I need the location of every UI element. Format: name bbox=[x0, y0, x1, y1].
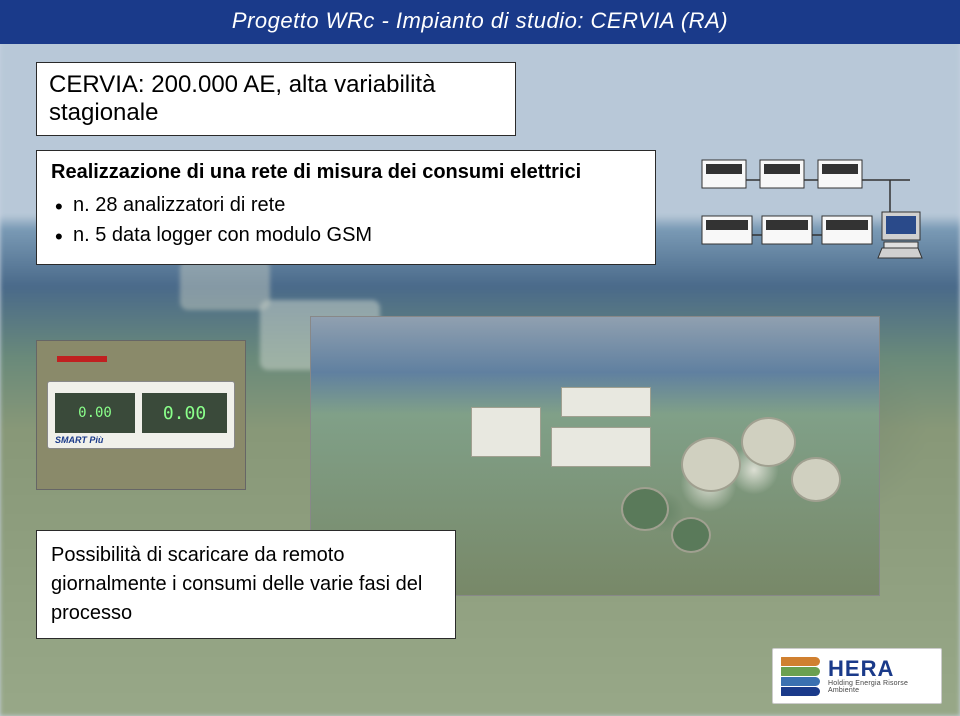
slide-title: Progetto WRc - Impianto di studio: CERVI… bbox=[232, 8, 728, 34]
analyzer-model-label: SMART Più bbox=[55, 435, 103, 445]
slide-header: Progetto WRc - Impianto di studio: CERVI… bbox=[0, 0, 960, 44]
info-box-remote: Possibilità di scaricare da remoto giorn… bbox=[36, 530, 456, 639]
logo-name: HERA bbox=[828, 658, 933, 680]
remote-download-text: Possibilità di scaricare da remoto giorn… bbox=[51, 541, 441, 628]
network-list: n. 28 analizzatori di rete n. 5 data log… bbox=[51, 190, 641, 250]
logo-mark-icon bbox=[781, 655, 820, 697]
hera-logo: HERA Holding Energia Risorse Ambiente bbox=[772, 648, 942, 704]
network-diagram bbox=[690, 150, 930, 280]
lcd-readout-right: 0.00 bbox=[142, 393, 227, 433]
plant-summary-text: CERVIA: 200.000 AE, alta variabilità sta… bbox=[49, 71, 503, 127]
list-item: n. 28 analizzatori di rete bbox=[55, 190, 641, 220]
info-box-plant: CERVIA: 200.000 AE, alta variabilità sta… bbox=[36, 62, 516, 136]
info-box-network: Realizzazione di una rete di misura dei … bbox=[36, 150, 656, 265]
computer-icon bbox=[878, 212, 922, 258]
network-lead-text: Realizzazione di una rete di misura dei … bbox=[51, 161, 641, 184]
logo-tagline: Holding Energia Risorse Ambiente bbox=[828, 680, 933, 694]
list-item: n. 5 data logger con modulo GSM bbox=[55, 220, 641, 250]
lcd-readout-left: 0.00 bbox=[55, 393, 135, 433]
analyzer-photo: 0.00 0.00 SMART Più bbox=[36, 340, 246, 490]
